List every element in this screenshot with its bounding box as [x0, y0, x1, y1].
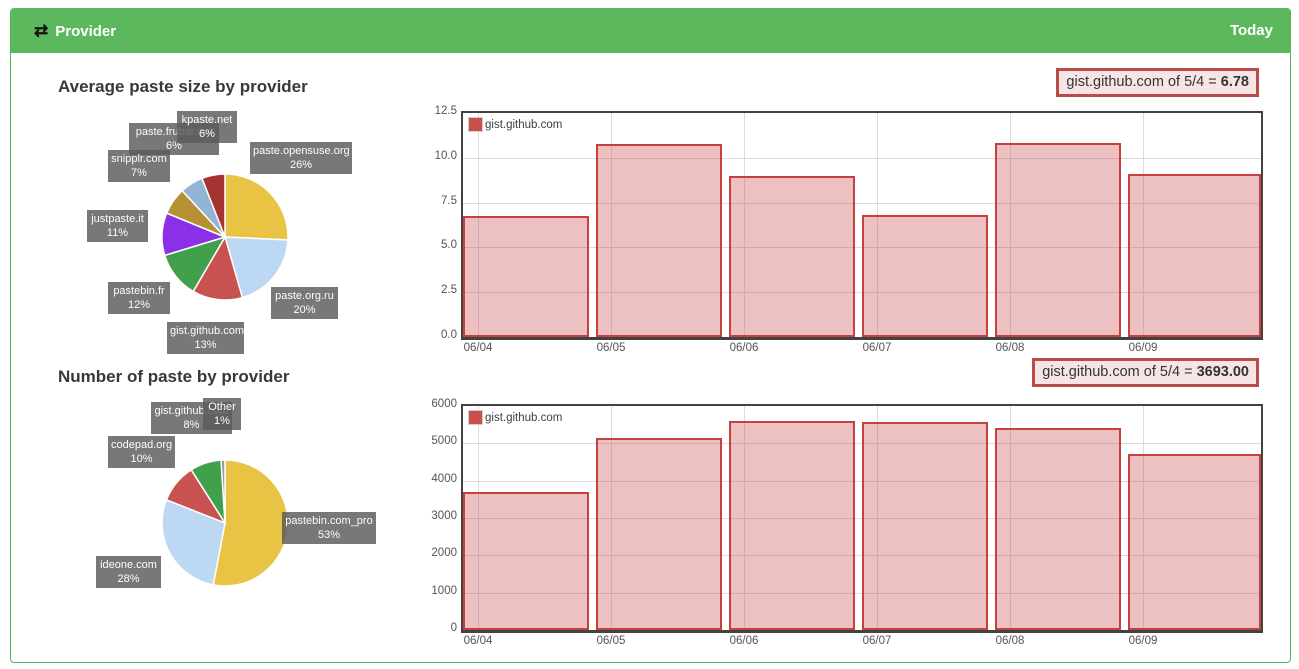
v-gridline — [877, 113, 878, 337]
v-gridline — [610, 406, 612, 630]
x-tick-label: 06/08 — [995, 635, 1025, 647]
v-gridline — [478, 113, 479, 337]
h-gridline — [463, 157, 1261, 159]
callout-avg-size: gist.github.com of 5/4 = 6.78 — [1056, 68, 1259, 97]
bar-06/08[interactable] — [994, 428, 1121, 630]
pie-chart-count[interactable] — [159, 457, 291, 589]
y-tick-label: 1000 — [431, 584, 457, 597]
bar-chart-avg-size: 0.0 2.5 5.0 7.5 10.0 12.5 gist.github.com 06/… — [407, 105, 1263, 363]
v-gridline — [610, 113, 612, 337]
provider-panel: ⇄ Provider Today Average paste size by pr… — [10, 8, 1291, 663]
x-tick-label: 06/04 — [463, 635, 493, 647]
legend-label: gist.github.com — [485, 118, 563, 131]
x-tick-label: 06/04 — [463, 342, 493, 354]
pie-slice-paste.org.ru[interactable] — [223, 236, 289, 299]
y-tick-label: 10.0 — [434, 149, 457, 162]
bar-06/06[interactable] — [728, 420, 855, 630]
pie-label-snipplr-com: snipplr.com 7% — [108, 150, 170, 182]
today-button[interactable]: Today — [1229, 22, 1273, 39]
x-axis: 06/04 06/05 06/06 06/07 06/08 06/09 — [461, 635, 1259, 651]
plot-area[interactable]: gist.github.com — [461, 404, 1263, 633]
pie-label-gist-github-com: gist.github.com 13% — [167, 322, 244, 354]
y-tick-label: 7.5 — [441, 194, 457, 207]
x-tick-label: 06/06 — [729, 635, 759, 647]
bar-06/07[interactable] — [862, 215, 988, 337]
v-gridline — [1009, 406, 1011, 630]
plot-area[interactable]: gist.github.com — [461, 111, 1263, 340]
panel-title: Provider — [55, 23, 117, 40]
legend: gist.github.com — [468, 117, 562, 132]
legend-swatch-icon — [468, 117, 483, 132]
x-tick-label: 06/07 — [862, 635, 892, 647]
x-tick-label: 06/07 — [862, 342, 892, 354]
v-gridline — [743, 406, 745, 630]
v-gridline — [1143, 406, 1144, 630]
y-tick-label: 4000 — [431, 472, 457, 485]
pie-label-pastebin-fr: pastebin.fr 12% — [108, 282, 170, 314]
bar-06/05[interactable] — [595, 144, 722, 337]
y-axis: 0.0 2.5 5.0 7.5 10.0 12.5 — [407, 105, 457, 341]
v-gridline — [478, 406, 479, 630]
v-gridline — [1009, 113, 1011, 337]
y-tick-label: 6000 — [431, 398, 457, 410]
panel-header: ⇄ Provider Today — [11, 9, 1290, 53]
y-tick-label: 0.0 — [441, 329, 457, 341]
pie-title-avg-size: Average paste size by provider — [58, 77, 308, 96]
v-gridline — [1143, 113, 1144, 337]
pie-label-codepad-org: codepad.org 10% — [108, 436, 175, 468]
bar-06/04[interactable] — [463, 492, 589, 630]
pie-slice-ideone.com[interactable] — [161, 498, 226, 586]
pie-label-paste-org-ru: paste.org.ru 20% — [271, 287, 338, 319]
pie-label-pastebin-com-pro: pastebin.com_pro 53% — [282, 512, 376, 544]
y-tick-label: 5.0 — [441, 239, 457, 252]
y-tick-label: 5000 — [431, 435, 457, 448]
legend-swatch-icon — [468, 410, 483, 425]
legend-label: gist.github.com — [485, 411, 563, 424]
pie-label-kpaste-net: kpaste.net 6% — [177, 111, 237, 143]
x-tick-label: 06/05 — [596, 635, 626, 647]
pie-label-ideone-com: ideone.com 28% — [96, 556, 161, 588]
y-tick-label: 3000 — [431, 510, 457, 522]
legend: gist.github.com — [468, 410, 562, 425]
y-tick-label: 2.5 — [441, 284, 457, 297]
bar-chart-count: 0 1000 2000 3000 4000 5000 6000 gist.github.co… — [407, 398, 1263, 656]
pie-slice-Other[interactable] — [220, 459, 226, 524]
exchange-icon: ⇄ — [34, 21, 49, 40]
bar-06/04[interactable] — [463, 215, 589, 337]
y-tick-label: 0 — [450, 622, 457, 634]
pie-label-other: Other 1% — [203, 398, 241, 430]
y-tick-label: 12.5 — [434, 105, 457, 117]
pie-slice-paste.opensuse.org[interactable] — [224, 173, 289, 241]
x-tick-label: 06/05 — [596, 342, 626, 354]
bar-06/07[interactable] — [862, 422, 988, 630]
pie-chart-avg-size[interactable] — [159, 171, 291, 303]
bar-06/09[interactable] — [1128, 453, 1261, 630]
pie-label-paste-opensuse-org: paste.opensuse.org 26% — [250, 142, 352, 174]
x-tick-label: 06/08 — [995, 342, 1025, 354]
x-tick-label: 06/06 — [729, 342, 759, 354]
x-axis: 06/04 06/05 06/06 06/07 06/08 06/09 — [461, 342, 1259, 358]
h-gridline — [463, 202, 1261, 204]
pie-slice-kpaste.net[interactable] — [201, 173, 226, 238]
y-axis: 0 1000 2000 3000 4000 5000 6000 — [407, 398, 457, 634]
bar-06/08[interactable] — [994, 142, 1121, 337]
pie-label-justpaste-it: justpaste.it 11% — [87, 210, 148, 242]
x-tick-label: 06/09 — [1128, 635, 1158, 647]
bar-06/09[interactable] — [1128, 173, 1261, 337]
pie-title-count: Number of paste by provider — [58, 367, 290, 386]
v-gridline — [743, 113, 745, 337]
x-tick-label: 06/09 — [1128, 342, 1158, 354]
v-gridline — [877, 406, 878, 630]
bar-06/05[interactable] — [595, 438, 722, 630]
y-tick-label: 2000 — [431, 547, 457, 560]
bar-06/06[interactable] — [728, 175, 855, 337]
callout-count: gist.github.com of 5/4 = 3693.00 — [1032, 358, 1259, 387]
